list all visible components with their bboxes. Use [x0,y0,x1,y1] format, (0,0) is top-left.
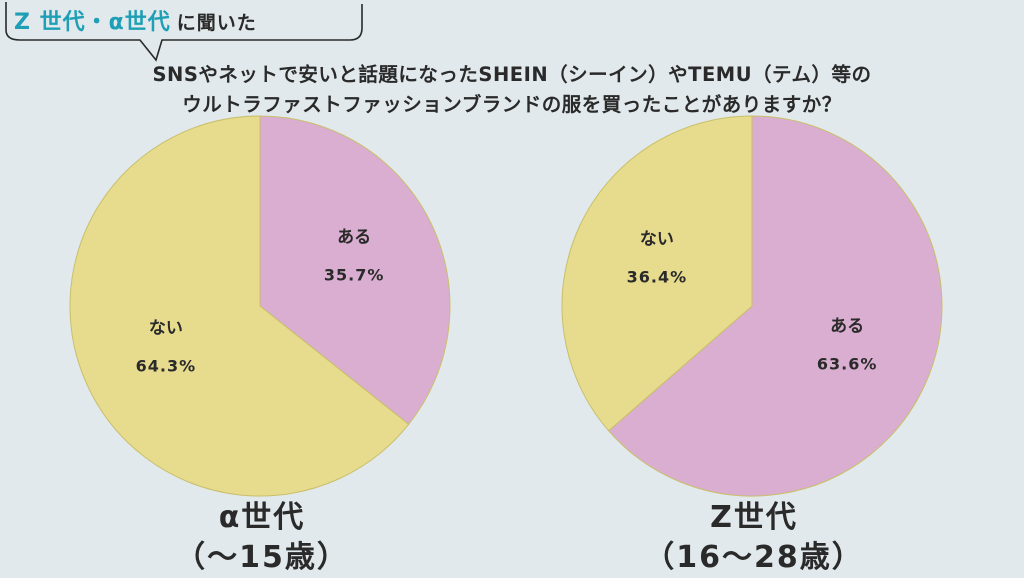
slice-percent-label: 64.3% [136,356,197,375]
slice-percent-label: 35.7% [324,266,385,285]
group-age-z: （16〜28歳） [644,540,864,575]
pie-slice-nai [69,115,410,497]
slice-label: ない [640,230,674,250]
slice-percent-label: 63.6% [817,354,878,373]
pie-chart-z: ある 63.6% ない 36.4% [561,115,943,497]
group-label-alpha: α世代 （〜15歳） [112,498,412,578]
group-age-alpha: （〜15歳） [175,540,349,575]
question-line-1: SNSやネットで安いと話題になったSHEIN（シーイン）やTEMU（テム）等の [152,63,872,86]
header-tag: Z 世代・α世代 に聞いた [14,4,257,36]
group-name-alpha: α世代 [218,500,306,535]
question-line-2: ウルトラファストファッションブランドの服を買ったことがありますか？ [182,93,842,116]
pie-slice-aru [259,115,451,426]
slice-label: ある [337,228,371,248]
slice-label: ある [830,316,864,336]
survey-question: SNSやネットで安いと話題になったSHEIN（シーイン）やTEMU（テム）等の … [0,60,1024,120]
pie-slice-nai [561,115,753,432]
slice-percent-label: 36.4% [627,268,688,287]
slice-label: ない [149,318,183,338]
pie-slice-aru [607,115,943,497]
pie-chart-alpha: ある 35.7% ない 64.3% [69,115,451,497]
header-tag-plain: に聞いた [176,12,257,34]
group-label-z: Z世代 （16〜28歳） [604,498,904,578]
group-name-z: Z世代 [710,500,798,535]
header-tag-accent: Z 世代・α世代 [14,10,171,35]
